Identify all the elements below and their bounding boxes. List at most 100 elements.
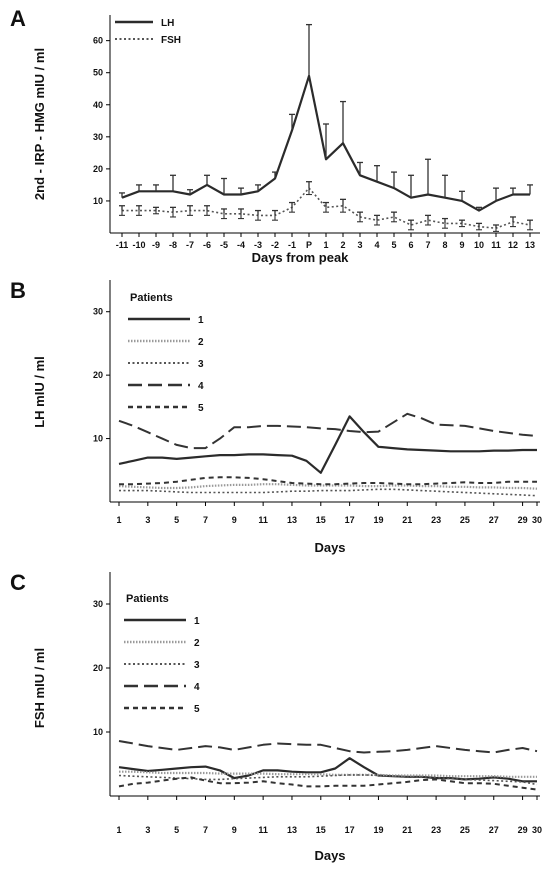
y-axis-title: LH mIU / ml [32, 356, 47, 428]
x-tick-label: 29 [518, 515, 528, 525]
x-tick-label: 19 [373, 515, 383, 525]
x-tick-label: 6 [408, 240, 413, 250]
x-tick-label: 9 [459, 240, 464, 250]
x-tick-label: 3 [357, 240, 362, 250]
x-tick-label: P [306, 240, 312, 250]
x-tick-label: 12 [508, 240, 518, 250]
x-tick-label: 1 [116, 825, 121, 835]
x-tick-label: 10 [474, 240, 484, 250]
x-tick-label: 17 [345, 515, 355, 525]
x-tick-label: 23 [431, 515, 441, 525]
series-line-2 [118, 483, 538, 490]
x-tick-label: 9 [232, 825, 237, 835]
series-line-3 [119, 488, 538, 497]
legend-label: 3 [194, 660, 200, 671]
x-tick-label: -8 [169, 240, 177, 250]
x-tick-label: 29 [518, 825, 528, 835]
y-axis-title: 2nd - IRP - HMG mIU / ml [32, 48, 47, 200]
y-tick-label: 10 [93, 196, 103, 206]
x-tick-label: 11 [491, 240, 501, 250]
x-tick-label: 1 [323, 240, 328, 250]
x-tick-label: 15 [316, 825, 326, 835]
x-tick-label: -6 [203, 240, 211, 250]
x-tick-label: 1 [116, 515, 121, 525]
x-tick-label: -4 [237, 240, 245, 250]
x-tick-label: 4 [374, 240, 379, 250]
x-tick-label: 27 [489, 825, 499, 835]
series-line-5 [119, 476, 537, 486]
x-axis-title: Days [314, 540, 345, 555]
x-tick-label: 5 [174, 515, 179, 525]
x-tick-label: 7 [203, 515, 208, 525]
legend-label: 2 [194, 638, 200, 649]
legend-label: 5 [198, 403, 204, 414]
x-tick-label: 7 [425, 240, 430, 250]
x-tick-label: 21 [402, 515, 412, 525]
x-tick-label: -1 [288, 240, 296, 250]
x-tick-label: 17 [345, 825, 355, 835]
series-line-4 [118, 740, 538, 754]
y-axis-title: FSH mIU / ml [32, 648, 47, 728]
panel-letter: C [10, 570, 26, 595]
legend-label: FSH [161, 35, 181, 46]
legend-label: 2 [198, 337, 204, 348]
x-tick-label: 23 [431, 825, 441, 835]
y-tick-label: 20 [93, 663, 103, 673]
x-tick-label: 5 [391, 240, 396, 250]
panel-letter: B [10, 278, 26, 303]
y-tick-label: 50 [93, 68, 103, 78]
x-tick-label: 7 [203, 825, 208, 835]
x-tick-label: -7 [186, 240, 194, 250]
legend-label: 3 [198, 359, 204, 370]
x-tick-label: 13 [525, 240, 535, 250]
legend-label: LH [161, 18, 174, 29]
y-tick-label: 20 [93, 370, 103, 380]
x-tick-label: 2 [340, 240, 345, 250]
y-tick-label: 30 [93, 132, 103, 142]
series-line-2 [119, 770, 537, 778]
x-axis-title: Days from peak [252, 250, 350, 265]
x-tick-label: 13 [287, 825, 297, 835]
series-line-1 [118, 415, 537, 474]
series-line-4 [118, 412, 538, 450]
x-tick-label: -5 [220, 240, 228, 250]
x-tick-label: 30 [532, 825, 542, 835]
y-tick-label: 10 [93, 434, 103, 444]
series-line-5 [118, 776, 538, 791]
x-tick-label: 13 [287, 515, 297, 525]
x-tick-label: 11 [258, 515, 268, 525]
x-tick-label: 21 [402, 825, 412, 835]
legend-title: Patients [126, 593, 169, 605]
x-tick-label: 3 [145, 825, 150, 835]
x-tick-label: -11 [116, 240, 129, 250]
x-tick-label: -10 [132, 240, 145, 250]
x-tick-label: 25 [460, 825, 470, 835]
y-tick-label: 60 [93, 36, 103, 46]
legend-title: Patients [130, 292, 173, 304]
x-tick-label: 19 [373, 825, 383, 835]
x-axis-title: Days [314, 848, 345, 863]
x-tick-label: 3 [145, 515, 150, 525]
legend-label: 1 [198, 315, 204, 326]
x-tick-label: 5 [174, 825, 179, 835]
panel-letter: A [10, 6, 26, 31]
x-tick-label: -2 [271, 240, 279, 250]
x-tick-label: 8 [442, 240, 447, 250]
x-tick-label: -9 [152, 240, 160, 250]
y-tick-label: 10 [93, 727, 103, 737]
x-tick-label: 25 [460, 515, 470, 525]
legend-label: 4 [198, 381, 204, 392]
y-tick-label: 30 [93, 307, 103, 317]
y-tick-label: 20 [93, 164, 103, 174]
x-tick-label: 11 [258, 825, 268, 835]
x-tick-label: 9 [232, 515, 237, 525]
y-tick-label: 40 [93, 100, 103, 110]
x-tick-label: 15 [316, 515, 326, 525]
series-line-1 [118, 757, 537, 783]
y-tick-label: 30 [93, 599, 103, 609]
legend-label: 5 [194, 704, 200, 715]
